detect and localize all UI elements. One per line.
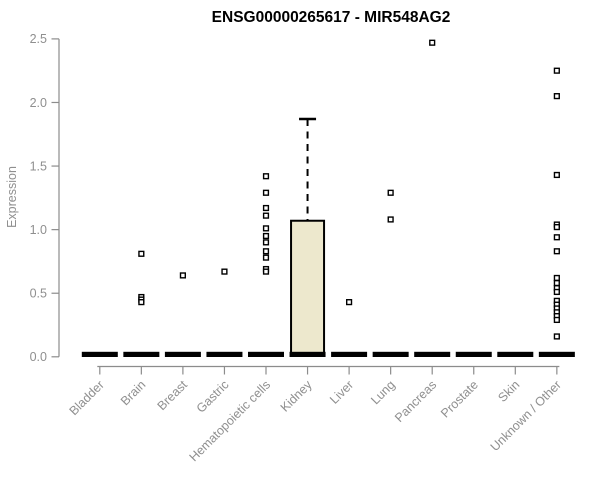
outlier-point [553, 274, 560, 282]
median-bar [123, 351, 160, 357]
y-tick-label: 0.0 [30, 350, 47, 364]
outlier-point [262, 254, 270, 261]
x-tick-label: Breast [155, 377, 191, 413]
outlier-point [262, 239, 270, 246]
outlier-point [262, 204, 270, 212]
x-tick-label: Pancreas [392, 378, 439, 425]
median-bar [497, 351, 534, 357]
median-bar [164, 351, 201, 357]
box-group [538, 67, 575, 357]
outlier-point [553, 333, 560, 340]
outlier-point [387, 216, 394, 223]
box-group [455, 351, 492, 357]
box-group [289, 117, 326, 357]
box-group [248, 173, 284, 357]
y-tick-label: 1.5 [30, 159, 47, 173]
outlier-point [553, 279, 560, 287]
box-group [81, 351, 118, 357]
outlier-point [179, 272, 187, 279]
outlier-point [553, 288, 560, 296]
outlier-point [553, 93, 560, 100]
x-tick-label: Prostate [438, 378, 481, 421]
x-tick-label: Skin [495, 378, 522, 405]
outlier-point [262, 212, 270, 219]
median-bar [331, 351, 368, 357]
median-bar [206, 351, 243, 357]
y-tick-label: 0.5 [30, 287, 47, 301]
median-bar [81, 351, 118, 357]
median-bar [372, 351, 409, 357]
outlier-point [262, 225, 270, 232]
x-tick-label: Liver [327, 378, 356, 407]
x-tick-label: Unknown / Other [488, 378, 564, 454]
x-tick-label: Gastric [194, 378, 232, 416]
x-tick-label: Lung [368, 378, 398, 408]
outlier-point [553, 67, 560, 74]
plot-area [81, 39, 575, 357]
x-tick-label: Bladder [67, 378, 107, 418]
outlier-point [429, 39, 436, 46]
median-bar [538, 351, 575, 357]
y-axis-title: Expression [5, 166, 19, 228]
outlier-point [553, 223, 560, 231]
outlier-point [346, 299, 353, 306]
y-tick-label: 1.0 [30, 223, 47, 237]
x-tick-label: Brain [118, 378, 149, 409]
box-group [164, 272, 201, 357]
outlier-point [262, 248, 270, 255]
outlier-point [553, 316, 560, 324]
y-tick-label: 2.5 [30, 32, 47, 46]
outlier-point [262, 232, 270, 240]
outlier-point [553, 171, 560, 179]
box-group [414, 39, 451, 357]
outlier-point [262, 268, 270, 275]
box-group [206, 268, 243, 357]
median-bar [455, 351, 492, 357]
y-axis: 0.0 0.5 1.0 1.5 2.0 2.5 [30, 32, 60, 364]
median-bar [248, 351, 284, 357]
box [290, 219, 326, 356]
box-group [331, 299, 368, 357]
outlier-point [553, 248, 560, 255]
median-bar [289, 351, 326, 357]
outlier-point [221, 268, 228, 275]
box-group [497, 351, 534, 357]
outlier-point [553, 234, 560, 241]
box-group [123, 250, 160, 357]
outlier-point [262, 173, 270, 180]
outlier-point [138, 299, 145, 306]
chart-title: ENSG00000265617 - MIR548AG2 [212, 9, 451, 26]
outlier-point [262, 189, 270, 196]
x-tick-label: Hematopoietic cells [187, 378, 274, 465]
y-tick-label: 2.0 [30, 96, 47, 110]
median-bar [414, 351, 451, 357]
box-group [372, 189, 409, 357]
x-tick-label: Kidney [278, 377, 315, 414]
outlier-point [387, 189, 394, 196]
outlier-point [138, 250, 145, 257]
